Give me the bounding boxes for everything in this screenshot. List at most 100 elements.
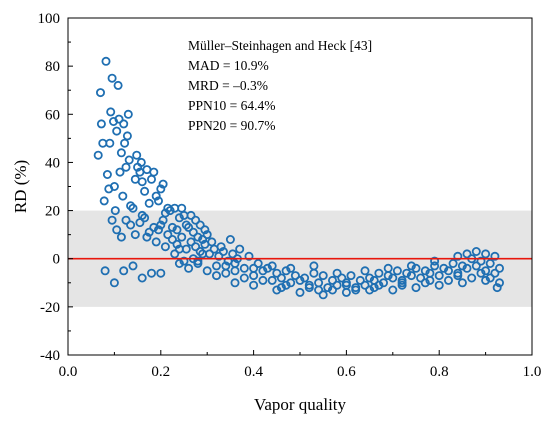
data-point (188, 227, 198, 237)
data-point (214, 251, 224, 261)
data-point (300, 273, 310, 283)
data-point (471, 261, 481, 271)
data-point (177, 232, 187, 242)
data-point (392, 266, 402, 276)
data-point (230, 266, 240, 276)
data-point (276, 283, 286, 293)
y-tick-label: 40 (45, 155, 60, 171)
x-tick-label: 0.2 (151, 364, 170, 380)
data-point (167, 234, 177, 244)
data-point (318, 290, 328, 300)
data-point (172, 239, 182, 249)
data-point (355, 275, 365, 285)
data-point (137, 273, 147, 283)
data-point (258, 275, 268, 285)
data-point (318, 271, 328, 281)
data-point (425, 275, 435, 285)
data-point (443, 275, 453, 285)
data-point (281, 266, 291, 276)
data-point (467, 273, 477, 283)
data-point (239, 273, 249, 283)
data-point (106, 107, 116, 117)
data-point (434, 280, 444, 290)
data-point (457, 261, 467, 271)
data-point (332, 280, 342, 290)
data-point (140, 186, 150, 196)
data-point (184, 263, 194, 273)
data-point (378, 278, 388, 288)
annotation-ppn10: PPN10 = 64.4% (188, 98, 276, 113)
data-point (126, 201, 136, 211)
data-point (122, 131, 132, 141)
data-point (115, 167, 125, 177)
data-point (119, 266, 129, 276)
data-point (304, 283, 314, 293)
data-point (136, 157, 146, 167)
data-point (374, 280, 384, 290)
data-point (225, 234, 235, 244)
data-point (158, 179, 168, 189)
data-point (109, 181, 119, 191)
data-point (249, 280, 259, 290)
data-point (130, 230, 140, 240)
data-point (481, 266, 491, 276)
data-point (146, 268, 156, 278)
data-point (244, 251, 254, 261)
annotation-mad: MAD = 10.9% (188, 58, 269, 73)
data-point (249, 263, 259, 273)
data-point (290, 271, 300, 281)
data-point (107, 215, 117, 225)
x-tick-label: 0.4 (244, 364, 263, 380)
data-point (360, 266, 370, 276)
data-point (174, 258, 184, 268)
data-point (121, 215, 131, 225)
x-axis-title: Vapor quality (254, 395, 347, 414)
data-point (494, 263, 504, 273)
data-point (207, 237, 217, 247)
data-point (153, 196, 163, 206)
data-point (167, 222, 177, 232)
data-point (186, 237, 196, 247)
data-point (153, 225, 163, 235)
axis-ticks (67, 17, 533, 356)
data-point (99, 196, 109, 206)
data-point (128, 261, 138, 271)
data-point (184, 222, 194, 232)
data-point (191, 215, 201, 225)
data-point (295, 275, 305, 285)
data-point (93, 150, 103, 160)
data-point (272, 268, 282, 278)
x-tick-labels: 0.0 0.2 0.4 0.6 0.8 1.0 (59, 364, 542, 380)
data-point (286, 263, 296, 273)
data-point (128, 203, 138, 213)
data-point (149, 167, 159, 177)
data-point (267, 275, 277, 285)
data-point (453, 271, 463, 281)
data-point (163, 230, 173, 240)
data-point (369, 283, 379, 293)
data-point (286, 278, 296, 288)
data-point (281, 280, 291, 290)
data-points (93, 56, 504, 300)
data-point (462, 263, 472, 273)
data-point (110, 206, 120, 216)
data-point (494, 278, 504, 288)
data-point (195, 246, 205, 256)
data-point (221, 261, 231, 271)
data-point (485, 273, 495, 283)
data-point (102, 169, 112, 179)
data-point (198, 234, 208, 244)
y-tick-label: 60 (45, 107, 60, 123)
data-point (267, 261, 277, 271)
data-point (116, 148, 126, 158)
data-point (239, 263, 249, 273)
data-point (485, 258, 495, 268)
data-point (116, 232, 126, 242)
data-point (165, 206, 175, 216)
data-point (216, 242, 226, 252)
data-point (262, 263, 272, 273)
data-point (160, 242, 170, 252)
data-point (186, 210, 196, 220)
stats-annotation: Müller–Steinhagen and Heck [43] MAD = 10… (188, 38, 372, 133)
